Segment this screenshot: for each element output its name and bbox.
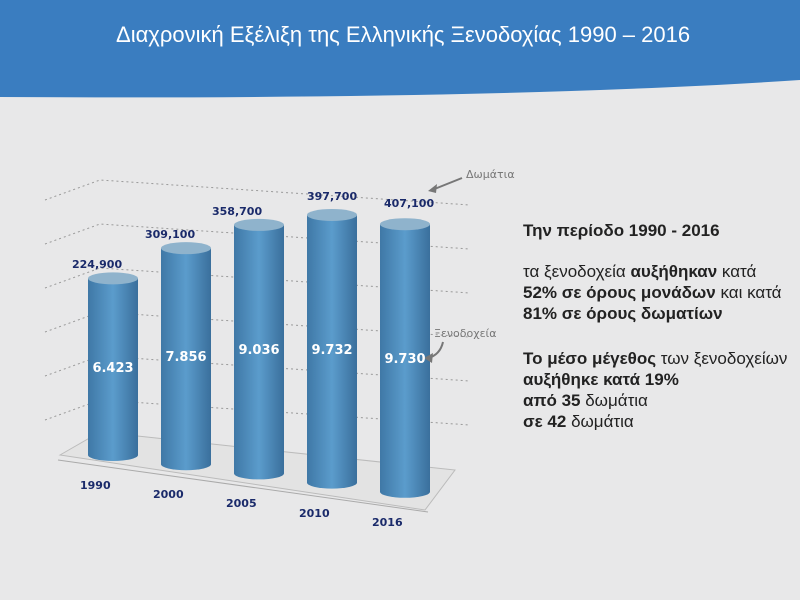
gridline (44, 179, 471, 206)
t: 81% σε όρους δωματίων (523, 304, 723, 323)
bar-top-2005 (234, 218, 284, 231)
year-label-2010: 2010 (299, 506, 330, 520)
t: αυξήθηκαν (630, 262, 718, 281)
bar-top-2016 (380, 218, 430, 231)
hotels-annotation: Ξενοδοχεία (434, 327, 497, 340)
summary-size: Το μέσο μέγεθος των ξενοδοχείων αυξήθηκε… (523, 348, 793, 432)
year-label-1990: 1990 (80, 479, 111, 492)
bar-1990 (88, 278, 138, 461)
t: 52% σε όρους μονάδων (523, 283, 716, 302)
t: και κατά (715, 283, 782, 302)
hotels-label-1990: 6.423 (92, 360, 134, 376)
bar-top-1990 (88, 272, 138, 285)
hotels-label-2016: 9.730 (384, 352, 426, 367)
year-label-2016: 2016 (372, 515, 403, 529)
t: κατά (717, 262, 757, 281)
x-axis (57, 459, 429, 513)
arrow-head-icon (428, 184, 437, 193)
arrow-head-icon (424, 353, 433, 363)
hotels-label-2005: 9.036 (238, 343, 280, 359)
bar-top-2000 (161, 242, 211, 255)
t: Το μέσο μέγεθος (523, 349, 657, 368)
rooms-label-2016: 407,100 (384, 197, 435, 211)
bar-2005 (234, 224, 284, 480)
year-label-2005: 2005 (226, 497, 257, 511)
t: τα ξενοδοχεία (523, 262, 631, 281)
hotels-label-2000: 7.856 (165, 350, 207, 366)
rooms-label-2010: 397,700 (307, 189, 358, 203)
bar-2000 (161, 248, 211, 471)
t: σε 42 (523, 412, 567, 431)
t: αυξήθηκε κατά 19% (523, 370, 679, 389)
bar-top-2010 (307, 208, 357, 221)
rooms-label-1990: 224,900 (72, 258, 123, 272)
header-banner (0, 0, 800, 98)
rooms-annotation: Δωμάτια (466, 168, 515, 181)
year-label-2000: 2000 (153, 488, 184, 502)
t: δωμάτια (566, 412, 634, 431)
t: από 35 (523, 391, 581, 410)
hotels-label-2010: 9.732 (311, 342, 353, 358)
t: των ξενοδοχείων (656, 349, 788, 368)
bar-2016 (380, 224, 430, 498)
rooms-label-2000: 309,100 (145, 228, 196, 242)
page-title: Διαχρονική Εξέλιξη της Ελληνικής Ξενοδοχ… (116, 22, 691, 47)
bar-2010 (307, 214, 357, 489)
arrow-icon (431, 177, 463, 191)
summary-units: τα ξενοδοχεία αυξήθηκαν κατά 52% σε όρου… (523, 261, 793, 324)
rooms-label-2005: 358,700 (212, 204, 263, 218)
summary-text: Την περίοδο 1990 - 2016 τα ξενοδοχεία αυ… (523, 220, 793, 432)
t: δωμάτια (580, 391, 648, 410)
summary-heading: Την περίοδο 1990 - 2016 (523, 221, 720, 240)
